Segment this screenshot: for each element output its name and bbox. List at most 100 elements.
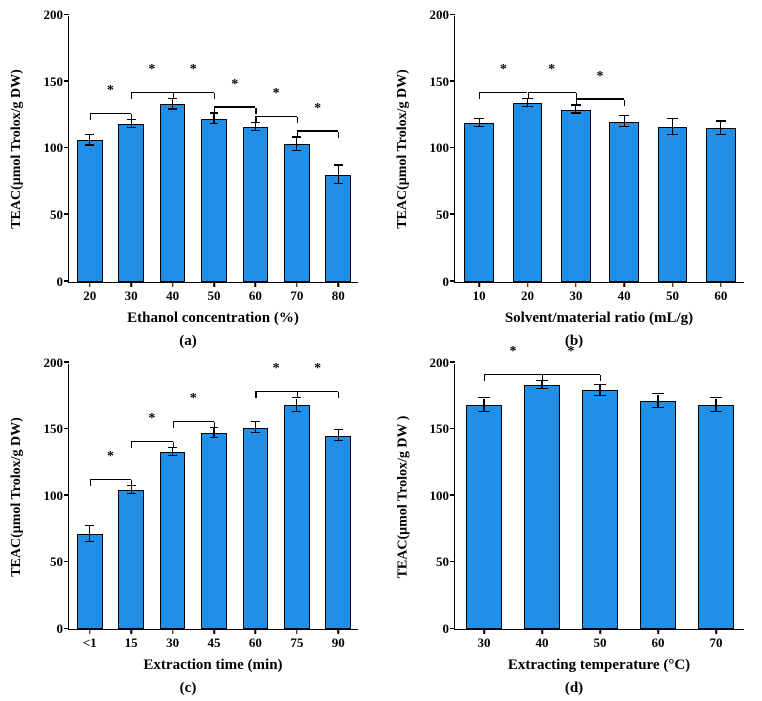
plot-area-d: 0501001502003040506070** (454, 364, 744, 631)
error-cap (168, 108, 177, 109)
sig-star: * (190, 392, 197, 406)
ytick-mark (450, 561, 455, 563)
xtick-label: 30 (569, 288, 582, 304)
xtick-mark (527, 282, 529, 287)
ytick-mark (64, 361, 69, 363)
error-cap (292, 411, 301, 412)
error-cap (292, 150, 301, 151)
xtick-mark (338, 629, 340, 634)
error-bar (672, 119, 673, 135)
xtick-label: 20 (521, 288, 534, 304)
xtick-label: 45 (208, 635, 221, 651)
ytick-mark (64, 561, 69, 563)
sig-star: * (273, 87, 280, 101)
xtick-label: 30 (478, 635, 491, 651)
xtick-mark (255, 282, 257, 287)
xtick-label: 70 (290, 288, 303, 304)
xtick-mark (213, 629, 215, 634)
ytick-label: 0 (33, 274, 63, 290)
xtick-label: 40 (536, 635, 549, 651)
xtick-mark (213, 282, 215, 287)
sig-bracket (214, 106, 255, 107)
sig-bracket (131, 92, 172, 93)
panel-c: TEAC(μmol Trolox/g DW) 050100150200<1153… (10, 358, 366, 698)
sig-star: * (314, 362, 321, 376)
panel-tag-a: (a) (179, 333, 197, 350)
xtick-mark (89, 282, 91, 287)
error-cap (536, 388, 549, 389)
error-cap (85, 525, 94, 526)
sig-bracket (484, 374, 542, 375)
xtick-label: 60 (249, 635, 262, 651)
xtick-label: 30 (125, 288, 138, 304)
xtick-mark (338, 282, 340, 287)
ytick-label: 100 (33, 488, 63, 504)
sig-bracket-drop (90, 114, 91, 120)
sig-bracket-drop (255, 108, 256, 114)
error-bar (338, 166, 339, 185)
xtick-label: 60 (652, 635, 665, 651)
ytick-mark (450, 494, 455, 496)
error-cap (85, 541, 94, 542)
xtick-mark (172, 282, 174, 287)
xtick-mark (623, 282, 625, 287)
xtick-mark (89, 629, 91, 634)
ytick-mark (450, 213, 455, 215)
error-cap (168, 455, 177, 456)
error-cap (251, 432, 260, 433)
xtick-mark (575, 282, 577, 287)
xtick-mark (255, 629, 257, 634)
bar (77, 140, 103, 281)
sig-star: * (568, 345, 575, 359)
sig-bracket-drop (297, 117, 298, 123)
error-cap (127, 127, 136, 128)
sig-star: * (190, 63, 197, 77)
bar (118, 124, 144, 281)
panel-b: TEAC(μmol Trolox/g DW) 05010015020010203… (396, 10, 752, 350)
plot-area-b: 050100150200102030405060*** (454, 16, 744, 283)
ytick-label: 150 (33, 421, 63, 437)
ytick-mark (450, 147, 455, 149)
sig-bracket-drop (255, 117, 256, 123)
xtick-mark (599, 629, 601, 634)
ylabel-a: TEAC(μmol Trolox/g DW) (8, 16, 26, 283)
sig-bracket-drop (255, 392, 256, 398)
ytick-label: 200 (33, 355, 63, 371)
sig-bracket-drop (338, 132, 339, 138)
sig-bracket-drop (214, 422, 215, 428)
sig-bracket (173, 421, 214, 422)
xtick-label: 50 (594, 635, 607, 651)
bar (464, 123, 494, 282)
xtick-mark (541, 629, 543, 634)
error-cap (334, 164, 343, 165)
xlabel-a: Ethanol concentration (%) (68, 310, 358, 327)
bar (284, 405, 310, 629)
sig-bracket-drop (131, 114, 132, 120)
sig-bracket (173, 92, 214, 93)
ytick-mark (64, 494, 69, 496)
sig-bracket-drop (479, 93, 480, 99)
sig-bracket (90, 479, 131, 480)
error-cap (334, 429, 343, 430)
ytick-mark (450, 280, 455, 282)
ytick-label: 150 (419, 74, 449, 90)
panel-tag-c: (c) (180, 680, 197, 697)
xtick-mark (720, 282, 722, 287)
xtick-mark (130, 282, 132, 287)
error-cap (710, 397, 723, 398)
sig-bracket-drop (297, 392, 298, 398)
xtick-label: 70 (710, 635, 723, 651)
bar (160, 104, 186, 281)
ytick-label: 50 (419, 207, 449, 223)
bar (325, 175, 351, 282)
sig-bracket-drop (214, 93, 215, 99)
error-cap (667, 118, 677, 119)
sig-bracket-drop (173, 442, 174, 448)
bar (466, 405, 502, 629)
chart-b: TEAC(μmol Trolox/g DW) 05010015020010203… (396, 10, 752, 331)
ytick-label: 150 (33, 74, 63, 90)
sig-star: * (107, 84, 114, 98)
error-cap (251, 130, 260, 131)
bar (160, 452, 186, 629)
plot-area-c: 050100150200<1153045607590***** (68, 364, 358, 631)
